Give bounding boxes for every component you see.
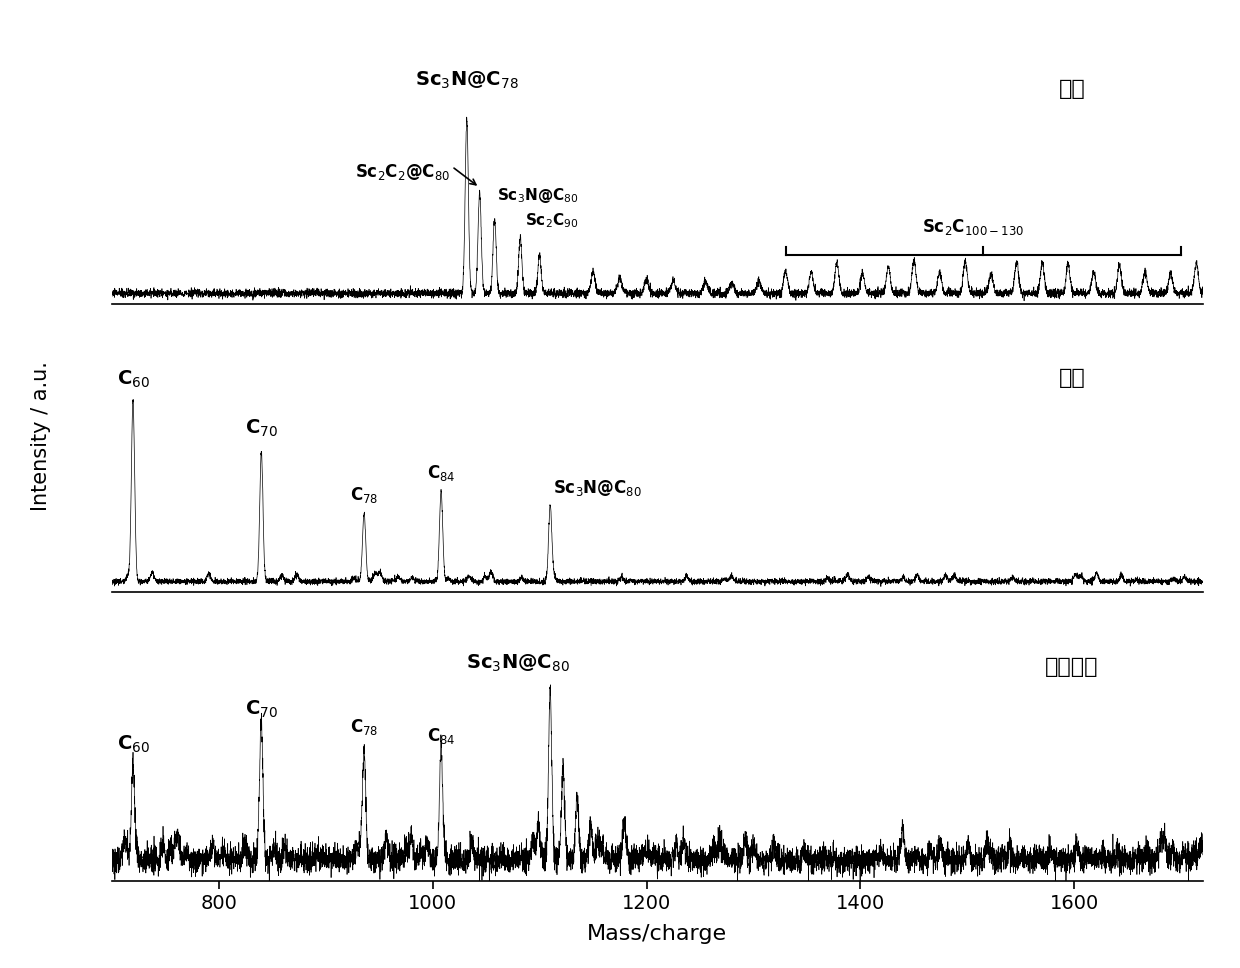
Text: 粗提取液: 粗提取液 bbox=[1045, 656, 1099, 677]
Text: 滤液: 滤液 bbox=[1059, 368, 1085, 388]
Text: C$_{70}$: C$_{70}$ bbox=[246, 699, 278, 720]
Text: 沉淠: 沉淠 bbox=[1059, 79, 1085, 100]
Text: Sc$_3$N@C$_{80}$: Sc$_3$N@C$_{80}$ bbox=[497, 186, 578, 205]
Text: C$_{84}$: C$_{84}$ bbox=[427, 463, 455, 483]
Text: C$_{70}$: C$_{70}$ bbox=[246, 418, 278, 439]
Text: Sc$_3$N@C$_{78}$: Sc$_3$N@C$_{78}$ bbox=[415, 70, 518, 91]
Text: Intensity / a.u.: Intensity / a.u. bbox=[31, 361, 51, 510]
Text: Sc$_3$N@C$_{80}$: Sc$_3$N@C$_{80}$ bbox=[553, 478, 642, 498]
Text: Sc$_2$C$_{100-130}$: Sc$_2$C$_{100-130}$ bbox=[921, 217, 1024, 237]
Text: C$_{84}$: C$_{84}$ bbox=[427, 726, 455, 746]
Text: Sc$_2$C$_{90}$: Sc$_2$C$_{90}$ bbox=[525, 211, 578, 229]
Text: Sc$_3$N@C$_{80}$: Sc$_3$N@C$_{80}$ bbox=[466, 653, 570, 675]
X-axis label: Mass/charge: Mass/charge bbox=[587, 924, 728, 944]
Text: C$_{60}$: C$_{60}$ bbox=[117, 369, 150, 390]
Text: C$_{60}$: C$_{60}$ bbox=[117, 734, 150, 755]
Text: Sc$_2$C$_2$@C$_{80}$: Sc$_2$C$_2$@C$_{80}$ bbox=[355, 163, 450, 182]
Text: C$_{78}$: C$_{78}$ bbox=[350, 485, 378, 505]
Text: C$_{78}$: C$_{78}$ bbox=[350, 717, 378, 738]
